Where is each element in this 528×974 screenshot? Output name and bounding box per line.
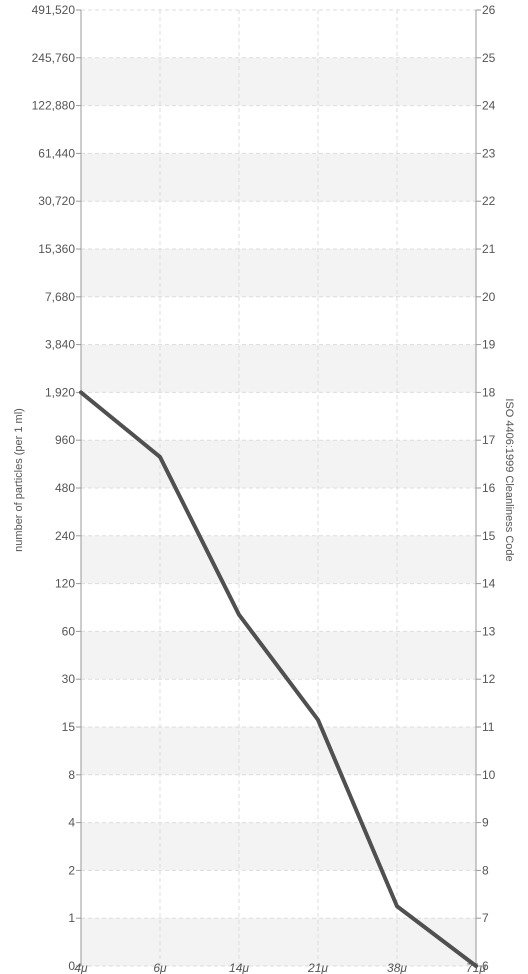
left-tick-label: 491,520: [32, 3, 76, 17]
left-tick-label: 15: [62, 720, 76, 734]
row-bands: [81, 57, 476, 966]
row-band: [81, 631, 476, 680]
right-tick-label: 15: [482, 529, 496, 543]
right-tick-label: 12: [482, 672, 496, 686]
row-band: [81, 727, 476, 775]
left-tick-label: 1,920: [45, 385, 75, 399]
row-band: [81, 344, 476, 393]
right-tick-label: 10: [482, 768, 496, 782]
row-band: [81, 918, 476, 966]
x-ticks: 4μ 6μ 14μ 21μ 38μ 71μ: [74, 961, 486, 974]
left-tick-label: 61,440: [38, 146, 75, 160]
row-band: [81, 57, 476, 106]
x-tick-label: 14μ: [229, 961, 249, 974]
row-band: [81, 153, 476, 202]
left-tick-label: 8: [68, 768, 75, 782]
right-tick-label: 14: [482, 577, 496, 591]
left-axis-title: number of particles (per 1 ml): [13, 408, 25, 552]
right-tick-label: 25: [482, 51, 496, 65]
left-tick-label: 7,680: [45, 290, 75, 304]
grid-lines: [81, 9, 476, 967]
right-tick-label: 13: [482, 624, 496, 638]
series-line: [79, 390, 478, 968]
x-tick-label: 38μ: [387, 961, 407, 974]
left-tick-label: 245,760: [32, 51, 76, 65]
right-tick-label: 22: [482, 194, 496, 208]
left-tick-label: 60: [62, 624, 76, 638]
row-band: [81, 535, 476, 584]
row-band: [81, 249, 476, 297]
row-band: [81, 440, 476, 488]
x-tick-label: 6μ: [153, 961, 167, 974]
left-tick-label: 240: [55, 529, 75, 543]
right-tick-label: 7: [482, 911, 489, 925]
left-tick-label: 2: [68, 863, 75, 877]
left-tick-label: 30,720: [38, 194, 75, 208]
right-y-ticks: 6 7 8 9 10 11 12 13 14 15 16 17 18 19 20 21 22 23 24 25 26: [476, 3, 496, 973]
series: [79, 390, 478, 968]
left-tick-label: 15,360: [38, 242, 75, 256]
right-tick-label: 20: [482, 290, 496, 304]
right-tick-label: 11: [482, 720, 495, 734]
right-tick-label: 16: [482, 481, 496, 495]
left-tick-label: 4: [68, 816, 75, 830]
left-tick-label: 3,840: [45, 338, 75, 352]
left-y-ticks: 0 1 2 4 8 15 30 60 120 240 480 960 1,920 3,840 7,680 15…: [32, 3, 81, 973]
left-tick-label: 480: [55, 481, 75, 495]
right-tick-label: 17: [482, 433, 496, 447]
right-tick-label: 23: [482, 146, 496, 160]
right-axis-title: ISO 4406:1999 Cleanliness Code: [503, 398, 515, 561]
x-tick-label: 21μ: [307, 961, 328, 974]
right-tick-label: 19: [482, 338, 496, 352]
right-tick-label: 21: [482, 242, 496, 256]
right-tick-label: 8: [482, 863, 489, 877]
left-tick-label: 0: [68, 959, 75, 973]
row-band: [81, 822, 476, 871]
left-tick-label: 120: [55, 577, 75, 591]
left-tick-label: 1: [68, 911, 75, 925]
left-tick-label: 122,880: [32, 99, 76, 113]
right-tick-label: 18: [482, 385, 496, 399]
right-tick-label: 26: [482, 3, 496, 17]
x-tick-label: 4μ: [74, 961, 88, 974]
right-tick-label: 24: [482, 99, 496, 113]
left-tick-label: 30: [62, 672, 76, 686]
left-tick-label: 960: [55, 433, 75, 447]
right-tick-label: 6: [482, 959, 489, 973]
right-tick-label: 9: [482, 816, 489, 830]
